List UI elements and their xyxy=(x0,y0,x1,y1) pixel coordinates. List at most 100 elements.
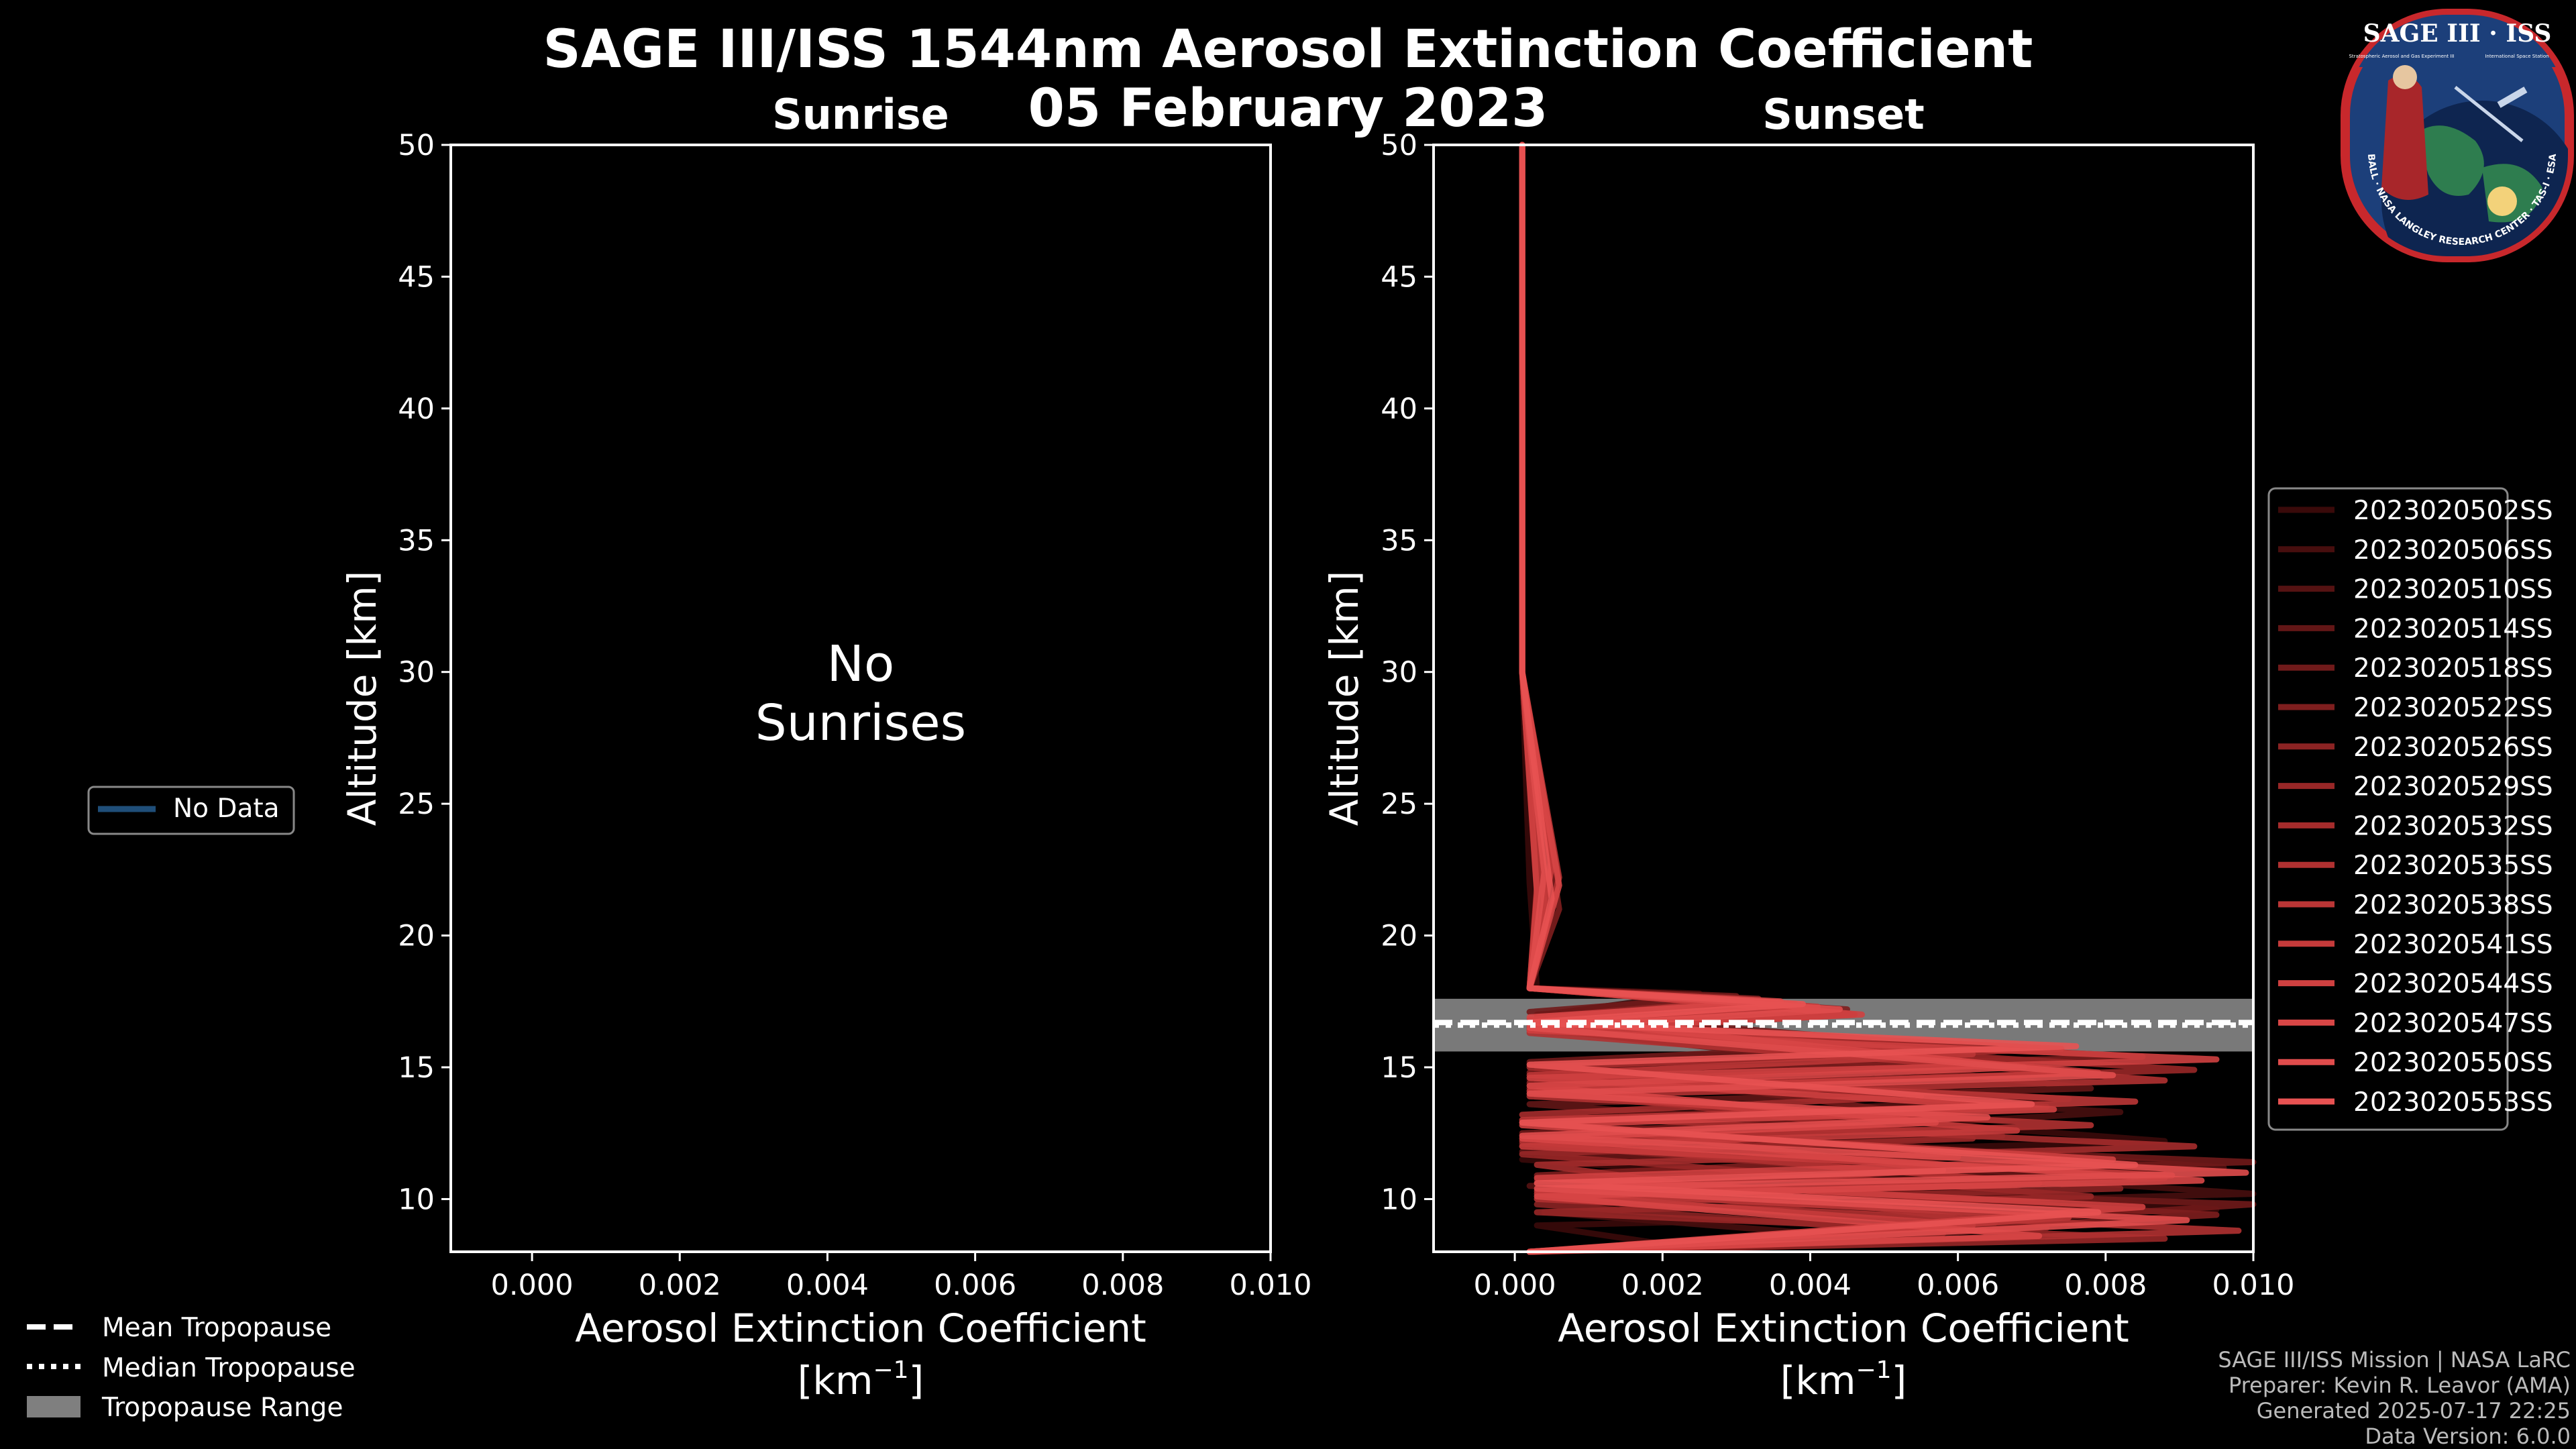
sunrise-xunits-end: ] xyxy=(909,1358,924,1403)
legend-label-2023020522SS: 2023020522SS xyxy=(2353,693,2553,723)
legend-label-2023020506SS: 2023020506SS xyxy=(2353,535,2553,566)
sunset-xtick-label: 0.000 xyxy=(1474,1269,1556,1302)
sunrise-xtick-label: 0.004 xyxy=(786,1269,869,1302)
legend-label-2023020502SS: 2023020502SS xyxy=(2353,496,2553,526)
logo-figure-robe xyxy=(2381,75,2428,200)
legend-label-2023020547SS: 2023020547SS xyxy=(2353,1008,2553,1038)
legend-label-2023020541SS: 2023020541SS xyxy=(2353,930,2553,960)
legend-label-2023020510SS: 2023020510SS xyxy=(2353,575,2553,605)
legend-label-2023020535SS: 2023020535SS xyxy=(2353,851,2553,881)
figure-title: SAGE III/ISS 1544nm Aerosol Extinction C… xyxy=(543,19,2033,80)
sunset-ylabel: Altitude [km] xyxy=(1322,571,1367,826)
sunrise-ytick-label: 40 xyxy=(398,392,435,426)
nodata-legend: No Data xyxy=(87,786,295,835)
sunset-xticks: 0.000 0.002 0.004 0.006 0.008 0.010 xyxy=(1474,1252,2295,1302)
legend-label-2023020550SS: 2023020550SS xyxy=(2353,1048,2553,1078)
logo-figure-head xyxy=(2393,65,2417,89)
sunrise-ytick-label: 25 xyxy=(398,788,435,821)
sunset-series xyxy=(1519,142,2257,1255)
sunset-yticks: 10 15 20 25 30 35 40 45 50 xyxy=(1381,129,1434,1216)
no-sunrises-line2: Sunrises xyxy=(755,694,966,752)
sunrise-xunits-sup: −1 xyxy=(873,1356,909,1384)
footer-preparer: Preparer: Kevin R. Leavor (AMA) xyxy=(2229,1373,2571,1398)
footer-mission: SAGE III/ISS Mission | NASA LaRC xyxy=(2218,1347,2571,1373)
sunrise-ytick-label: 10 xyxy=(398,1183,435,1216)
sunset-ytick-label: 50 xyxy=(1381,129,1417,162)
figure-date: 05 February 2023 xyxy=(1028,78,1548,139)
legend-label-2023020544SS: 2023020544SS xyxy=(2353,969,2553,1000)
sunrise-plot-area xyxy=(449,144,1272,1253)
legend-label-2023020514SS: 2023020514SS xyxy=(2353,614,2553,644)
series-line-2023020544SS xyxy=(1519,142,2220,1255)
sunset-legend: 2023020502SS 2023020506SS 2023020510SS 2023… xyxy=(2267,487,2553,1131)
legend-label-2023020538SS: 2023020538SS xyxy=(2353,890,2553,920)
sunset-plot-frame xyxy=(1432,144,2255,1253)
tropopause-legend: Mean Tropopause Median Tropopause Tropop… xyxy=(27,1313,356,1423)
legend-label-2023020529SS: 2023020529SS xyxy=(2353,772,2553,802)
legend-label-2023020532SS: 2023020532SS xyxy=(2353,811,2553,841)
logo-continent xyxy=(2415,125,2484,196)
legend-label-2023020518SS: 2023020518SS xyxy=(2353,653,2553,684)
sunset-legend-frame xyxy=(2267,487,2509,1131)
sunset-xtick-label: 0.008 xyxy=(2064,1269,2147,1302)
sunrise-yticks: 10 15 20 25 30 35 40 45 50 xyxy=(398,129,451,1216)
sunset-xtick-label: 0.006 xyxy=(1917,1269,1999,1302)
sunrise-xtick-label: 0.000 xyxy=(491,1269,574,1302)
sunrise-ylabel: Altitude [km] xyxy=(339,571,385,826)
sunrise-ytick-label: 15 xyxy=(398,1051,435,1085)
sunrise-xtick-label: 0.006 xyxy=(934,1269,1016,1302)
sunrise-ytick-label: 45 xyxy=(398,260,435,294)
footer: SAGE III/ISS Mission | NASA LaRC Prepare… xyxy=(2218,1347,2571,1449)
mean-tropopause-label: Mean Tropopause xyxy=(102,1313,331,1343)
sunset-ytick-label: 10 xyxy=(1381,1183,1417,1216)
series-line-2023020553SS xyxy=(1519,142,2139,1255)
sunrise-xtick-label: 0.008 xyxy=(1081,1269,1164,1302)
tropopause-range-label: Tropopause Range xyxy=(101,1393,343,1423)
nodata-legend-label: No Data xyxy=(173,794,280,824)
sunset-ytick-label: 30 xyxy=(1381,656,1417,690)
sunset-xlabel: Aerosol Extinction Coefficient xyxy=(1558,1305,2129,1351)
sunrise-xticks: 0.000 0.002 0.004 0.006 0.008 0.010 xyxy=(491,1252,1312,1302)
sunrise-xunits-base: [km xyxy=(798,1358,873,1403)
sunset-xtick-label: 0.004 xyxy=(1769,1269,1851,1302)
sunset-xunits-sup: −1 xyxy=(1856,1356,1892,1384)
sunrise-xtick-label: 0.010 xyxy=(1229,1269,1311,1302)
sunrise-panel: Sunrise 0.000 0.002 0.004 0.006 0.008 0.010 1… xyxy=(339,90,1312,1403)
sunrise-ytick-label: 35 xyxy=(398,524,435,557)
series-line-2023020550SS xyxy=(1519,142,2249,1255)
logo-iss xyxy=(2497,87,2528,108)
no-sunrises-line1: No xyxy=(827,635,895,693)
sunrise-title: Sunrise xyxy=(772,90,949,139)
logo-title: SAGE III · ISS xyxy=(2363,19,2552,48)
sunset-panel: Sunset 0.000 0.002 0.004 0.006 0.008 0.010 10… xyxy=(1322,90,2295,1403)
sunrise-ytick-label: 20 xyxy=(398,920,435,953)
sunrise-ytick-label: 50 xyxy=(398,129,435,162)
logo-subtitle-left: Stratospheric Aerosol and Gas Experiment… xyxy=(2349,54,2454,59)
sunset-ytick-label: 45 xyxy=(1381,260,1417,294)
sunset-ytick-label: 40 xyxy=(1381,392,1417,426)
legend-label-2023020553SS: 2023020553SS xyxy=(2353,1087,2553,1118)
sunset-ytick-label: 15 xyxy=(1381,1051,1417,1085)
nodata-legend-frame xyxy=(87,786,295,835)
sunrise-ytick-label: 30 xyxy=(398,656,435,690)
tropopause-range-swatch xyxy=(27,1396,80,1417)
sunset-xunits-base: [km xyxy=(1780,1358,1856,1403)
sunset-xunits-end: ] xyxy=(1892,1358,1907,1403)
logo-subtitle-right: International Space Station xyxy=(2485,54,2548,59)
sunset-ytick-label: 35 xyxy=(1381,524,1417,557)
sunrise-xunits: [km−1] xyxy=(798,1356,924,1403)
footer-generated: Generated 2025-07-17 22:25 xyxy=(2257,1398,2571,1424)
logo-sun xyxy=(2487,186,2517,216)
sunset-xtick-label: 0.010 xyxy=(2212,1269,2294,1302)
sage-iss-logo: SAGE III · ISS Stratospheric Aerosol and… xyxy=(2341,9,2574,262)
sunset-xunits: [km−1] xyxy=(1780,1356,1907,1403)
sunrise-xlabel: Aerosol Extinction Coefficient xyxy=(575,1305,1146,1351)
sunrise-xtick-label: 0.002 xyxy=(639,1269,721,1302)
sunset-xtick-label: 0.002 xyxy=(1621,1269,1704,1302)
footer-version: Data Version: 6.0.0 xyxy=(2365,1424,2571,1449)
legend-label-2023020526SS: 2023020526SS xyxy=(2353,733,2553,763)
sunset-title: Sunset xyxy=(1762,90,1925,139)
logo-beam xyxy=(2454,86,2524,142)
sunset-ytick-label: 25 xyxy=(1381,788,1417,821)
